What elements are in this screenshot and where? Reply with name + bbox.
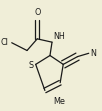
Text: O: O xyxy=(34,8,40,17)
Text: Cl: Cl xyxy=(1,38,9,47)
Text: S: S xyxy=(28,61,33,70)
Text: N: N xyxy=(90,49,96,58)
Text: Me: Me xyxy=(54,97,66,106)
Text: NH: NH xyxy=(53,32,65,41)
